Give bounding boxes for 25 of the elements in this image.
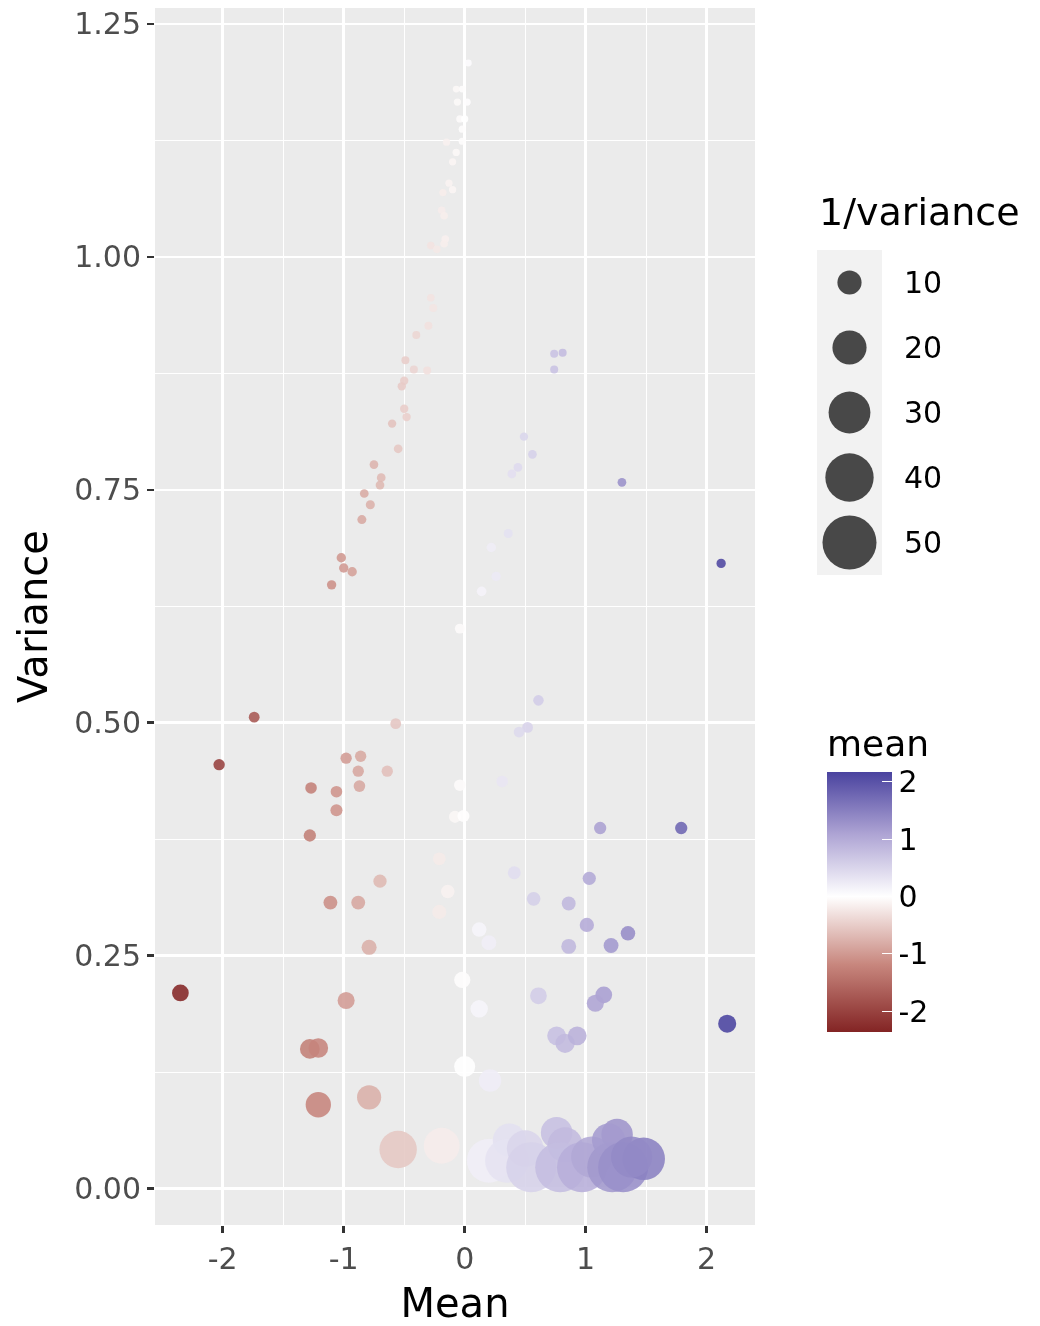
x-tick-label: 2 (697, 1241, 717, 1276)
color-bar-label: 1 (898, 821, 918, 857)
y-tick-label: 1.25 (74, 6, 141, 42)
x-axis-title: Mean (400, 1280, 510, 1326)
x-tick-label: -1 (328, 1241, 359, 1276)
y-tick-label: 0.75 (74, 472, 141, 508)
color-bar-label: -2 (898, 993, 929, 1029)
color-bar-label: 0 (898, 879, 918, 915)
legend-label: 20 (904, 330, 943, 365)
y-tick-label: 0.00 (74, 1171, 141, 1207)
legend-title: 1/variance (819, 190, 1020, 234)
x-tick-label: 0 (455, 1241, 475, 1276)
legend-label: 10 (904, 265, 943, 300)
y-axis-title: Variance (9, 530, 56, 703)
y-tick-label: 1.00 (74, 239, 141, 275)
x-tick-label: -2 (207, 1241, 238, 1276)
legend-label: 30 (904, 395, 943, 430)
y-tick-label: 0.25 (74, 938, 141, 974)
y-tick-label: 0.50 (74, 705, 141, 741)
color-bar-label: 2 (898, 764, 918, 800)
legend-label: 50 (904, 525, 943, 560)
color-bar-label: -1 (898, 936, 929, 972)
legend-label: 40 (904, 460, 943, 495)
x-tick-label: 1 (576, 1241, 596, 1276)
color-bar-title: mean (827, 723, 930, 764)
